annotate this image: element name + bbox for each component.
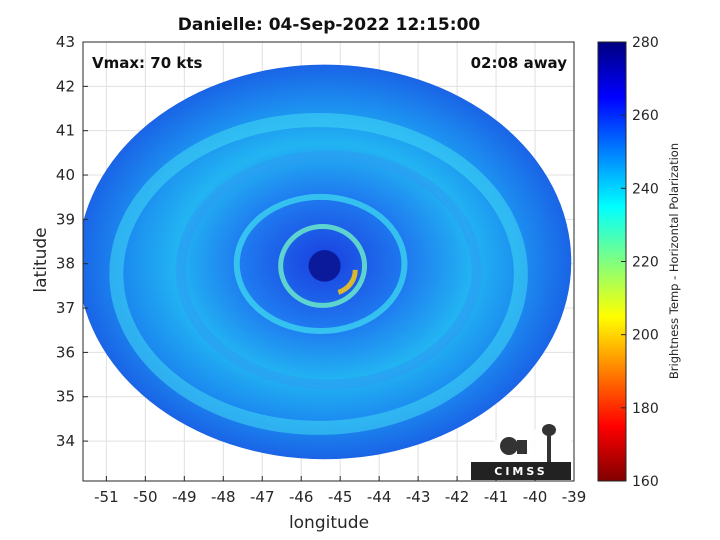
x-tick-label: -41 — [484, 488, 509, 506]
rainband-middle — [175, 150, 482, 390]
y-axis-label: latitude — [31, 227, 51, 292]
rainband-outer — [109, 113, 528, 435]
eyewall-outer — [278, 223, 368, 308]
rainband-inner — [233, 193, 408, 335]
chart-title: Danielle: 04-Sep-2022 12:15:00 — [178, 15, 481, 35]
plot-area: -51 -50 -49 -48 -47 -46 -45 -44 -43 -42 -41 -40 -39 … — [56, 33, 586, 506]
colorbar-tick-label: 220 — [632, 255, 659, 271]
x-tick-label: -42 — [445, 488, 470, 506]
y-tick-label: 36 — [56, 343, 75, 361]
x-tick-label: -51 — [94, 488, 119, 506]
colorbar-tick-label: 180 — [632, 401, 659, 417]
x-tick-label: -48 — [211, 488, 236, 506]
x-tick-label: -46 — [289, 488, 314, 506]
colorbar-tick-label: 240 — [632, 181, 659, 197]
cimss-logo: CIMSS — [471, 424, 571, 480]
plot-frame — [82, 41, 575, 482]
y-tick-label: 41 — [56, 122, 75, 140]
svg-text:CIMSS: CIMSS — [494, 465, 547, 478]
y-tick-label: 42 — [56, 77, 75, 95]
vmax-annotation: Vmax: 70 kts — [92, 54, 202, 72]
y-axis-ticks: 34 35 36 37 38 39 40 41 42 43 — [56, 33, 88, 450]
x-tick-label: -49 — [172, 488, 197, 506]
colorbar-label: Brightness Temp - Horizontal Polarizatio… — [667, 143, 681, 379]
x-tick-label: -40 — [523, 488, 548, 506]
x-tick-label: -47 — [250, 488, 275, 506]
y-tick-label: 34 — [56, 432, 75, 450]
storm-eye — [308, 250, 341, 282]
colorbar-tick-label: 260 — [632, 108, 659, 124]
colorbar-tick-label: 160 — [632, 474, 659, 490]
x-axis-label: longitude — [289, 513, 369, 533]
x-tick-label: -45 — [328, 488, 353, 506]
y-tick-label: 38 — [56, 255, 75, 273]
colorbar: 160 180 200 220 240 260 280 Brightness Temp - … — [597, 35, 681, 490]
y-tick-label: 37 — [56, 299, 75, 317]
eyewall-warm-arc — [303, 243, 358, 297]
time-offset-annotation: 02:08 away — [471, 54, 568, 72]
x-tick-label: -44 — [367, 488, 392, 506]
microwave-swath — [83, 64, 572, 460]
colorbar-ticks: 160 180 200 220 240 260 280 — [621, 35, 659, 490]
y-tick-label: 35 — [56, 388, 75, 406]
x-tick-label: -50 — [133, 488, 158, 506]
x-axis-ticks: -51 -50 -49 -48 -47 -46 -45 -44 -43 -42 -41 -40 -39 — [94, 476, 586, 506]
y-tick-label: 40 — [56, 166, 75, 184]
x-tick-label: -43 — [406, 488, 431, 506]
x-tick-label: -39 — [562, 488, 587, 506]
y-tick-label: 43 — [56, 33, 75, 51]
colorbar-tick-label: 200 — [632, 328, 659, 344]
colorbar-tick-label: 280 — [632, 35, 659, 51]
y-tick-label: 39 — [56, 210, 75, 228]
